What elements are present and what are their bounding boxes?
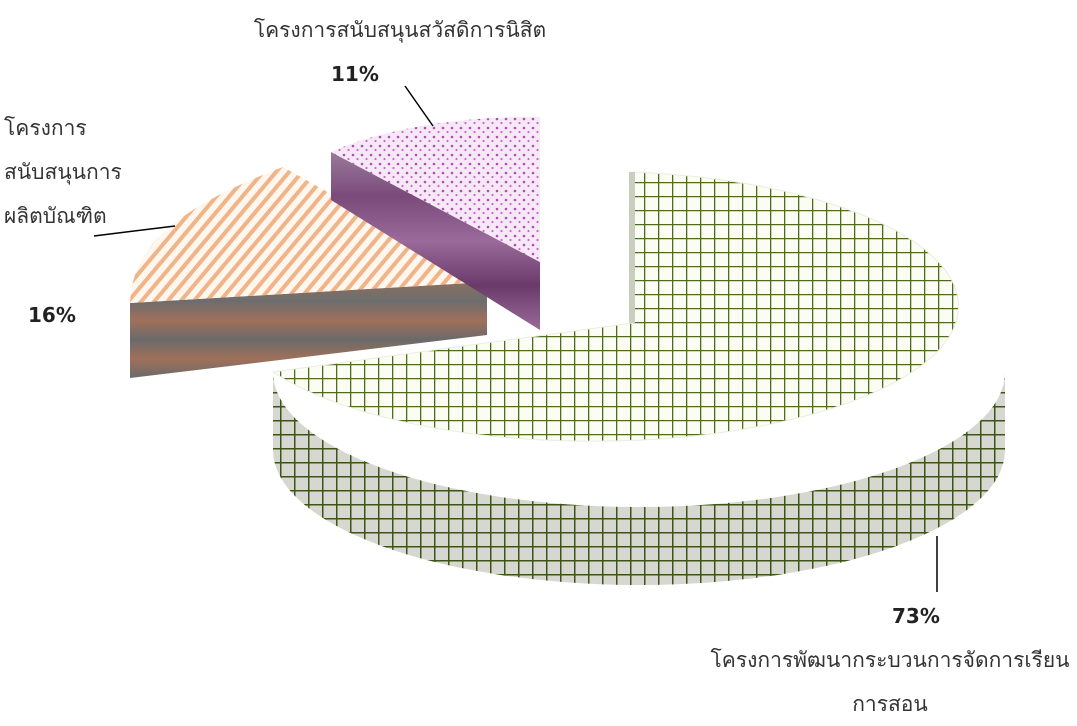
slice-label-teaching: โครงการพัฒนากระบวนการจัดการเรียนการสอน xyxy=(710,648,1070,716)
slice-value-welfare: 11% xyxy=(331,62,379,86)
slice-teaching xyxy=(271,171,959,442)
slice-label-graduates: โครงการสนับสนุนการผลิตบัณฑิต xyxy=(4,116,122,228)
slice-cut-teaching xyxy=(629,172,635,323)
slice-side-graduates xyxy=(130,282,487,378)
slice-side-welfare xyxy=(331,152,540,330)
slice-side-teaching xyxy=(273,372,1005,585)
slice-graduates xyxy=(130,167,487,303)
leader-line-welfare xyxy=(404,85,434,127)
slice-welfare xyxy=(331,116,540,262)
slice-value-teaching: 73% xyxy=(892,604,940,628)
slice-value-graduates: 16% xyxy=(28,303,76,327)
slice-label-welfare: โครงการสนับสนุนสวัสดิการนิสิต xyxy=(253,18,547,42)
leader-line-graduates xyxy=(93,225,176,237)
